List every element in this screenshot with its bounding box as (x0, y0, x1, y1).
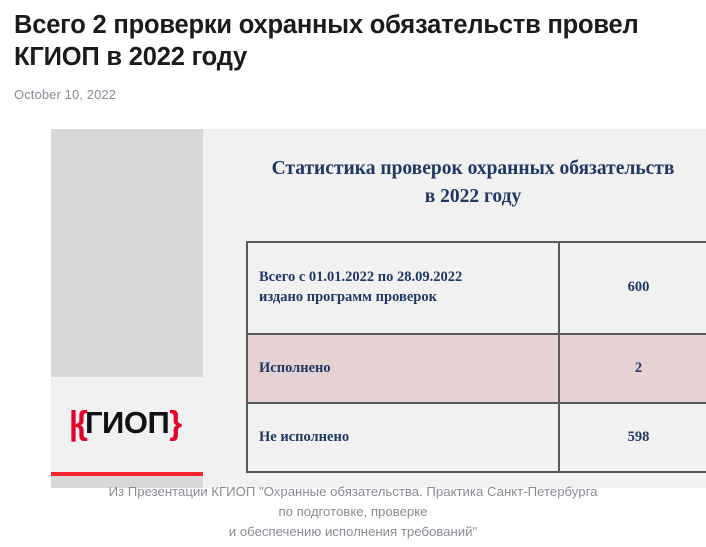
logo-bracket-right-icon: } (169, 404, 182, 441)
table-cell-label: Не исполнено (246, 402, 560, 473)
caption-line-3: и обеспечению исполнения требований" (228, 523, 478, 539)
table-cell-label: Исполнено (246, 333, 560, 404)
table-cell-label-line-1: Всего с 01.01.2022 по 28.09.2022 (259, 269, 463, 286)
logo-bracket-left-icon: |{ (68, 404, 88, 441)
table-row: Исполнено 2 (246, 333, 706, 404)
table-cell-label: Всего с 01.01.2022 по 28.09.2022 издано … (246, 241, 560, 335)
kgiop-logo: |{ГИОП} (51, 377, 203, 476)
slide-figure: |{ГИОП} Статистика проверок охранных обя… (51, 129, 706, 488)
table-cell-value: 598 (558, 402, 706, 473)
slide-title-line-2: в 2022 году (424, 185, 522, 207)
table-cell-value: 600 (558, 241, 706, 335)
page-title: Всего 2 проверки охранных обязательств п… (14, 11, 639, 72)
figure-caption: Из Презентации КГИОП "Охранные обязатель… (11, 482, 695, 541)
table-row: Не исполнено 598 (246, 402, 706, 473)
slide-title: Статистика проверок охранных обязательст… (223, 155, 706, 210)
table-cell-value: 2 (558, 333, 706, 404)
logo-accent-rule (51, 472, 203, 476)
slide-title-line-1: Статистика проверок охранных обязательст… (271, 158, 675, 179)
stats-table: Всего с 01.01.2022 по 28.09.2022 издано … (246, 241, 706, 473)
article-header: Всего 2 проверки охранных обязательств п… (0, 0, 706, 102)
caption-line-1: Из Презентации КГИОП "Охранные обязатель… (108, 484, 598, 499)
slide-panel-footer-strip (51, 476, 203, 488)
presentation-slide: |{ГИОП} Статистика проверок охранных обя… (51, 129, 706, 488)
table-cell-label-line-2: издано программ проверок (259, 289, 437, 305)
caption-line-2: по подготовке, проверке (278, 503, 428, 519)
kgiop-logo-wordmark: |{ГИОП} (68, 404, 182, 441)
publish-date: October 10, 2022 (14, 87, 117, 103)
table-row: Всего с 01.01.2022 по 28.09.2022 издано … (246, 241, 706, 335)
logo-word: ГИОП (84, 405, 170, 440)
